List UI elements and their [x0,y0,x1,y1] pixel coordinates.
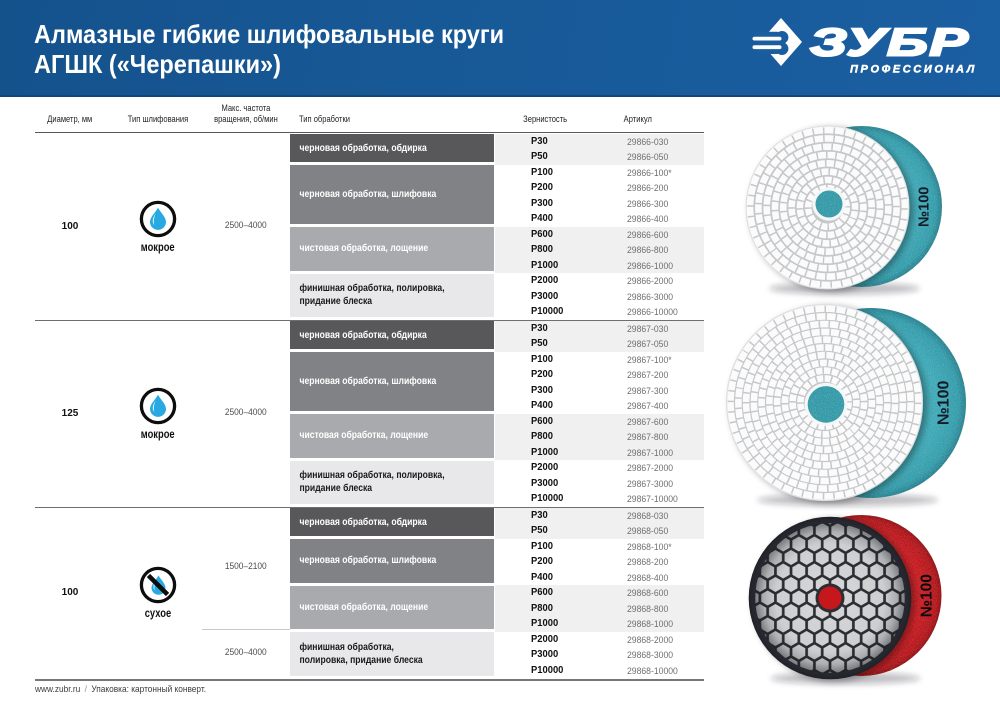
svg-text:№100: №100 [917,187,933,227]
svg-text:ПРОФЕССИОНАЛ: ПРОФЕССИОНАЛ [850,64,977,76]
svg-text:№100: №100 [919,574,936,617]
svg-text:ЗУБР: ЗУБР [810,22,969,64]
svg-text:№100: №100 [936,381,953,426]
